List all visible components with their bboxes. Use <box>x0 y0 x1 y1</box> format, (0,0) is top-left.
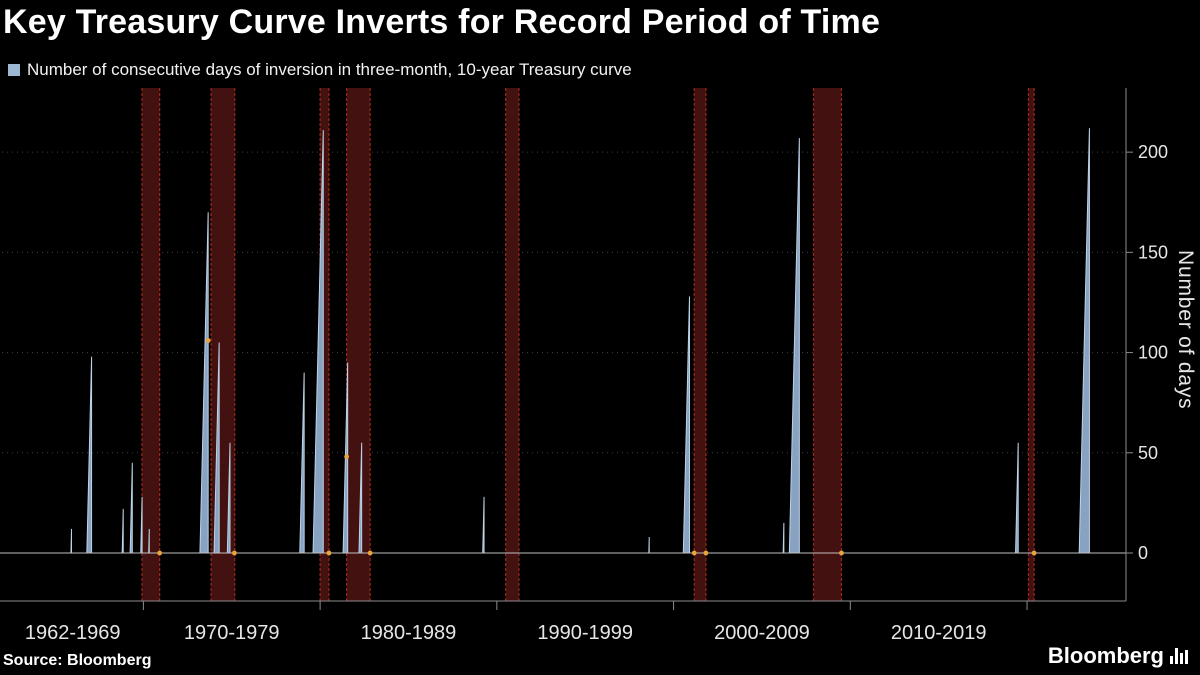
marker-dot <box>205 338 211 343</box>
recession-band <box>813 88 842 601</box>
marker-dot <box>691 550 697 556</box>
marker-dot <box>326 550 332 556</box>
inversion-spike <box>140 496 143 554</box>
inversion-spike <box>148 528 150 554</box>
inversion-spike <box>782 522 785 554</box>
inversion-spike <box>482 496 485 554</box>
x-section-label: 1970-1979 <box>184 622 280 644</box>
recession-band <box>694 88 706 601</box>
x-section-label: 1962-1969 <box>25 622 121 644</box>
recession-band <box>141 88 160 601</box>
x-section-label: 2000-2009 <box>714 622 810 644</box>
inversion-spike <box>86 356 93 554</box>
inversion-spike <box>1078 128 1090 554</box>
y-tick-label: 100 <box>1138 343 1168 363</box>
recession-band <box>346 88 371 601</box>
marker-dot <box>703 550 709 556</box>
inversion-spike <box>682 296 690 554</box>
marker-dot <box>839 550 844 556</box>
inversion-spike <box>199 212 209 554</box>
x-section-label: 1990-1999 <box>537 622 633 644</box>
bloomberg-logo: Bloomberg <box>1048 643 1188 669</box>
y-axis-title: Number of days <box>1174 250 1197 410</box>
recession-band <box>1028 88 1035 601</box>
inversion-spike <box>299 372 305 554</box>
y-tick-label: 0 <box>1138 543 1148 563</box>
x-section-label: 2010-2019 <box>891 622 987 644</box>
y-tick-label: 50 <box>1138 443 1158 463</box>
inversion-spike <box>129 462 133 554</box>
legend: Number of consecutive days of inversion … <box>8 60 632 80</box>
y-tick-label: 150 <box>1138 242 1168 262</box>
recession-band <box>505 88 519 601</box>
y-tick-label: 200 <box>1138 142 1168 162</box>
recession-band <box>320 88 329 601</box>
marker-dot <box>157 550 163 556</box>
marker-dot <box>344 454 350 460</box>
inversion-spike <box>788 138 800 554</box>
source-note: Source: Bloomberg <box>3 652 152 669</box>
marker-dot <box>1031 550 1037 556</box>
legend-series-label: Number of consecutive days of inversion … <box>27 60 632 79</box>
x-section-label: 1980-1989 <box>361 622 457 644</box>
inversion-spike <box>1015 442 1019 554</box>
inversion-spike <box>121 508 124 554</box>
inversion-spike <box>312 130 324 554</box>
chart-title: Key Treasury Curve Inverts for Record Pe… <box>3 3 881 41</box>
marker-dot <box>367 550 373 556</box>
bloomberg-bars-icon <box>1170 648 1188 664</box>
legend-series-swatch <box>8 64 20 76</box>
marker-dot <box>231 550 237 556</box>
inversion-spike <box>70 528 73 554</box>
bloomberg-wordmark: Bloomberg <box>1047 643 1164 668</box>
